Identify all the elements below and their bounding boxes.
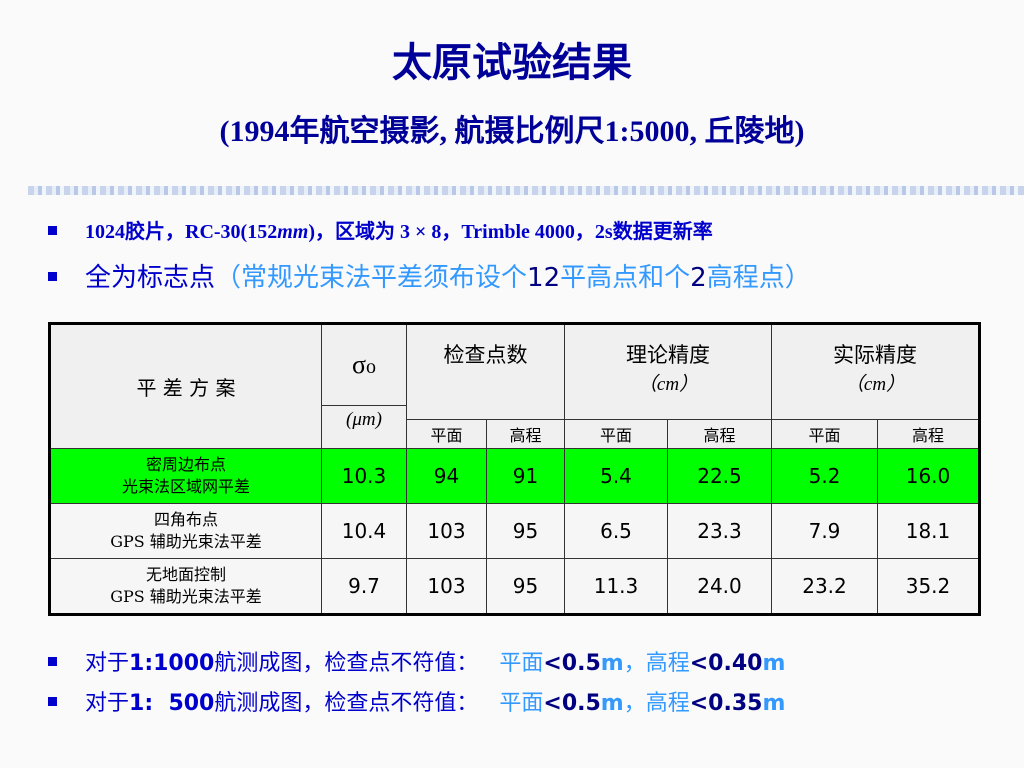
method-cell: 四角布点 GPS 辅助光束法平差 <box>49 503 322 559</box>
value-cell: 6.5 <box>564 503 668 559</box>
text: 对于 <box>85 651 130 676</box>
header-cell: 理论精度 （cm） <box>564 323 772 420</box>
text: （cm） <box>637 374 699 395</box>
subtitle: (1994年航空摄影, 航摄比例尺1:5000, 丘陵地) <box>219 115 805 148</box>
subheader-cell: 平面 <box>406 419 487 449</box>
value-cell: 103 <box>406 558 487 615</box>
note-text: 对于1: 500航测成图，检查点不符值： 平面<0.5m，高程<0.35m <box>85 685 785 717</box>
method-line: GPS 辅助光束法平差 <box>110 587 262 606</box>
method-line: 四角布点 <box>153 510 218 529</box>
text: 平面 <box>499 651 544 676</box>
text: σ <box>351 350 366 379</box>
value-cell: 23.2 <box>771 558 878 615</box>
subheader-cell: 高程 <box>877 419 980 449</box>
method-line: 密周边布点 <box>145 455 226 474</box>
text: 1:1000 <box>129 651 215 676</box>
text: m <box>762 691 786 716</box>
text: 航测成图，检查点不符值： <box>214 691 479 716</box>
subheader-row: 平面 高程 平面 高程 平面 高程 <box>50 419 980 449</box>
text: （cm） <box>844 374 906 395</box>
title: 太原试验结果 <box>392 40 632 85</box>
header-row: 平 差 方 案 σo (μm) 检查点数 理论精度 （cm） 实际精度 （cm） <box>49 323 980 449</box>
text: o <box>366 356 376 378</box>
text: 高程点） <box>706 263 811 293</box>
text: 2 <box>690 263 707 293</box>
value-cell: 24.0 <box>667 558 772 615</box>
text: （常规光束法平差须布设个 <box>215 263 528 293</box>
table: 平 差 方 案 σo (μm) 检查点数 理论精度 （cm） 实际精度 （cm） 平… <box>48 322 981 616</box>
value-cell: 16.0 <box>877 448 980 504</box>
bullet-marker <box>48 697 57 706</box>
value-cell: 10.4 <box>321 503 407 559</box>
value-cell: 103 <box>406 503 487 559</box>
text: 理论精度 <box>626 343 710 367</box>
header-cell: σo (μm) <box>321 323 407 449</box>
text: 检查点数 <box>443 343 528 367</box>
text: <0.5 <box>543 651 601 676</box>
text: (μm) <box>322 405 406 434</box>
text: <0.40 <box>689 651 763 676</box>
text: ，高程 <box>623 691 690 716</box>
value-cell: 23.3 <box>667 503 772 559</box>
text: )，区域为 3 × 8，Trimble 4000，2s数据更新率 <box>308 221 713 243</box>
bullet-marker <box>48 272 57 281</box>
value-cell: 18.1 <box>877 503 980 559</box>
value-cell: 95 <box>486 558 565 615</box>
table-row: 密周边布点 光束法区域网平差 10.3 94 91 5.4 22.5 5.2 16.0 <box>49 448 980 504</box>
text: 航测成图，检查点不符值： <box>214 651 479 676</box>
text: 平高点和个 <box>560 263 691 293</box>
text: 对于 <box>85 691 130 716</box>
text: m <box>762 651 786 676</box>
header-cell: 平 差 方 案 <box>49 323 322 449</box>
subheader-cell: 高程 <box>667 419 772 449</box>
sigma: σo <box>322 325 406 405</box>
text: 实际精度 <box>833 343 917 367</box>
note-text: 对于1:1000航测成图，检查点不符值： 平面<0.5m，高程<0.40m <box>85 645 785 677</box>
method-cell: 无地面控制 GPS 辅助光束法平差 <box>49 558 322 615</box>
text: <0.5 <box>543 691 601 716</box>
bullet-text: 1024胶片，RC-30(152mm)，区域为 3 × 8，Trimble 40… <box>85 215 713 244</box>
table-row: 四角布点 GPS 辅助光束法平差 10.4 103 95 6.5 23.3 7.9 18.1 <box>49 503 980 559</box>
value-cell: 95 <box>486 503 565 559</box>
header-cell: 实际精度 （cm） <box>771 323 980 420</box>
value-cell: 91 <box>486 448 565 504</box>
text: m <box>600 691 624 716</box>
value-cell: 7.9 <box>771 503 878 559</box>
text: 12 <box>527 263 561 293</box>
text: 平面 <box>499 691 544 716</box>
text: mm <box>277 221 309 243</box>
value-cell: 11.3 <box>564 558 668 615</box>
text: 1: 500 <box>129 691 215 716</box>
text: <0.35 <box>689 691 763 716</box>
method-line: GPS 辅助光束法平差 <box>110 532 262 551</box>
value-cell: 10.3 <box>321 448 407 504</box>
value-cell: 35.2 <box>877 558 980 615</box>
text: ，高程 <box>623 651 690 676</box>
value-cell: 94 <box>406 448 487 504</box>
bullet-marker <box>48 657 57 666</box>
method-line: 无地面控制 <box>145 565 226 584</box>
bullet-marker <box>48 226 57 235</box>
text: 全为标志点 <box>85 263 216 293</box>
value-cell: 22.5 <box>667 448 772 504</box>
header-cell: 检查点数 <box>406 323 565 420</box>
value-cell: 5.2 <box>771 448 878 504</box>
divider <box>28 186 1024 195</box>
value-cell: 5.4 <box>564 448 668 504</box>
text: 1024胶片，RC-30(152 <box>85 221 278 243</box>
subheader-cell: 高程 <box>486 419 565 449</box>
table-row: 无地面控制 GPS 辅助光束法平差 9.7 103 95 11.3 24.0 23.2 35.2 <box>49 558 980 615</box>
text: m <box>600 651 624 676</box>
method-line: 光束法区域网平差 <box>121 477 250 496</box>
value-cell: 9.7 <box>321 558 407 615</box>
subheader-cell: 平面 <box>564 419 668 449</box>
bullet-text: 全为标志点（常规光束法平差须布设个12平高点和个2高程点） <box>85 257 811 294</box>
method-cell: 密周边布点光束法区域网平差 <box>49 448 322 504</box>
subheader-cell: 平面 <box>771 419 878 449</box>
